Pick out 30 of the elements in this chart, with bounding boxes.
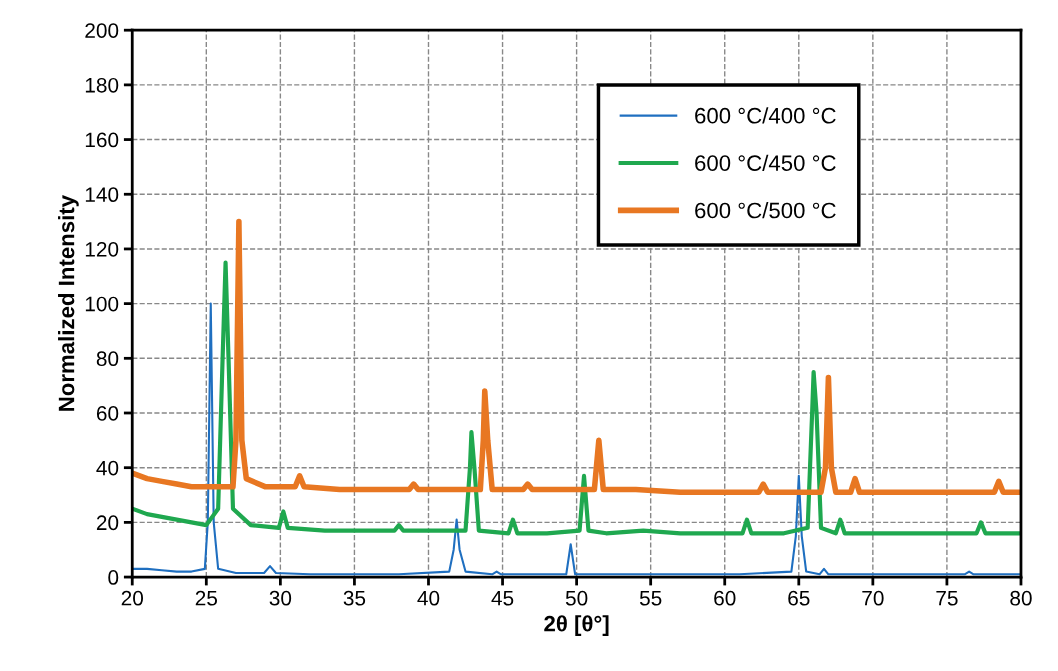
- legend-label: 600 °C/450 °C: [695, 154, 836, 171]
- x-tick-label: 65: [788, 590, 810, 606]
- legend-label: 600 °C/400 °C: [695, 107, 836, 124]
- line-series: [132, 260, 1021, 536]
- x-axis-title: 2θ [θ°]: [544, 615, 609, 636]
- y-tick-label: 120: [85, 241, 119, 257]
- x-tick-label: 70: [862, 590, 884, 606]
- x-tick-label: 55: [639, 591, 662, 606]
- x-tick-label: 25: [195, 590, 218, 606]
- y-tick-label: 100: [85, 296, 119, 312]
- y-tick-label: 0: [108, 570, 119, 585]
- x-tick-label: 50: [565, 590, 588, 606]
- legend-label: 600 °C/500 °C: [695, 202, 836, 219]
- x-tick-label: 30: [269, 590, 292, 606]
- x-tick-label: 35: [343, 590, 366, 606]
- x-tick-label: 40: [417, 590, 440, 606]
- x-tick-label: 80: [1010, 590, 1032, 606]
- x-tick-label: 75: [936, 591, 958, 606]
- x-tick-label: 60: [714, 590, 736, 606]
- y-tick-label: 160: [85, 132, 119, 148]
- x-tick-label: 20: [121, 590, 144, 606]
- y-axis-title: Normalized Intensity: [58, 195, 79, 411]
- y-tick-label: 20: [96, 515, 119, 531]
- y-tick-label: 180: [85, 77, 119, 93]
- x-tick-label: 45: [491, 591, 514, 606]
- y-tick-label: 140: [85, 187, 119, 203]
- y-tick-label: 80: [96, 351, 119, 367]
- y-tick-label: 40: [96, 460, 119, 476]
- y-tick-label: 60: [96, 406, 119, 421]
- y-tick-label: 200: [85, 23, 119, 38]
